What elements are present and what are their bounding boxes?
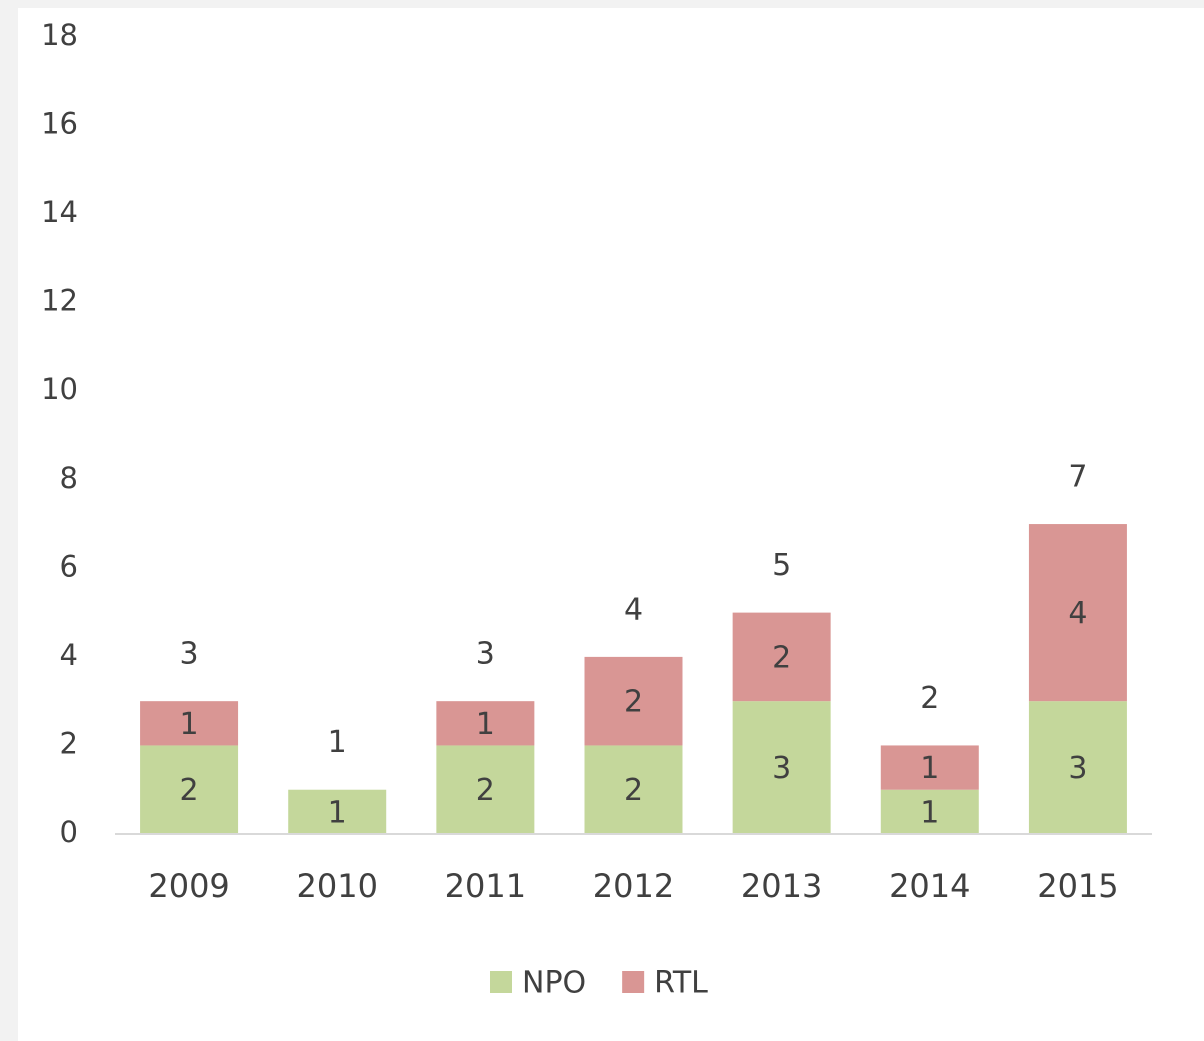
bar-segment: [140, 701, 239, 746]
total-label: 3: [180, 637, 199, 672]
y-tick-label: 10: [41, 372, 78, 406]
x-tick-label: 2010: [296, 867, 377, 905]
chart-area: [18, 8, 1204, 1041]
data-label: 1: [920, 751, 939, 786]
legend-label: RTL: [654, 966, 708, 1001]
y-tick-label: 8: [60, 461, 78, 495]
data-label: 3: [772, 751, 791, 786]
bar-segment: [584, 656, 683, 746]
data-label: 2: [476, 773, 495, 808]
data-label: 2: [624, 773, 643, 808]
data-label: 3: [1068, 751, 1087, 786]
y-tick-label: 14: [41, 195, 78, 229]
bar-segment: [880, 789, 979, 834]
bar-segment: [436, 745, 535, 834]
data-label: 1: [920, 795, 939, 830]
data-label: 2: [624, 685, 643, 720]
bar-segment: [880, 745, 979, 790]
x-tick-label: 2014: [889, 867, 970, 905]
legend-label: NPO: [522, 966, 586, 1001]
bar-segment: [1028, 524, 1127, 702]
bar-segment: [288, 789, 387, 834]
y-tick-label: 0: [60, 815, 78, 849]
x-tick-label: 2011: [445, 867, 526, 905]
total-label: 5: [772, 548, 791, 583]
bar-segment: [140, 745, 239, 834]
y-tick-label: 16: [41, 107, 78, 141]
total-label: 4: [624, 592, 643, 627]
data-label: 1: [476, 707, 495, 742]
bar-segment: [1028, 701, 1127, 834]
data-label: 1: [328, 795, 347, 830]
data-label: 1: [180, 707, 199, 742]
total-label: 7: [1068, 460, 1087, 495]
bar-segment: [436, 701, 535, 746]
x-tick-label: 2013: [741, 867, 822, 905]
data-label: 4: [1068, 596, 1087, 631]
y-tick-label: 4: [60, 638, 78, 672]
bar-segment: [732, 701, 831, 834]
y-tick-label: 12: [41, 284, 78, 318]
y-tick-label: 2: [60, 726, 78, 760]
data-label: 2: [772, 640, 791, 675]
legend-swatch: [490, 971, 512, 993]
bar-segment: [732, 612, 831, 702]
x-tick-label: 2009: [148, 867, 229, 905]
data-label: 2: [180, 773, 199, 808]
y-tick-label: 18: [41, 18, 78, 52]
total-label: 2: [920, 681, 939, 716]
legend-swatch: [622, 971, 645, 993]
x-tick-label: 2012: [593, 867, 674, 905]
y-tick-label: 6: [60, 549, 78, 583]
bar-segment: [584, 745, 683, 834]
x-tick-label: 2015: [1037, 867, 1118, 905]
total-label: 1: [328, 725, 347, 760]
total-label: 3: [476, 637, 495, 672]
